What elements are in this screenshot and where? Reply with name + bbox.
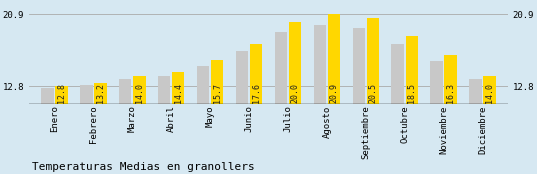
- Bar: [211, 60, 223, 174]
- Bar: [367, 18, 379, 174]
- Text: 14.4: 14.4: [173, 83, 183, 102]
- Bar: [133, 76, 146, 174]
- Bar: [314, 25, 326, 174]
- Text: 20.9: 20.9: [329, 83, 338, 102]
- Text: 20.0: 20.0: [291, 83, 300, 102]
- Bar: [483, 76, 496, 174]
- Text: 14.0: 14.0: [135, 83, 144, 102]
- Text: 16.3: 16.3: [446, 83, 455, 102]
- Text: 15.7: 15.7: [213, 83, 222, 102]
- Bar: [236, 51, 248, 174]
- Bar: [289, 22, 301, 174]
- Bar: [431, 61, 443, 174]
- Bar: [80, 85, 92, 174]
- Bar: [41, 88, 54, 174]
- Bar: [55, 86, 68, 174]
- Bar: [391, 44, 404, 174]
- Text: Temperaturas Medias en granollers: Temperaturas Medias en granollers: [32, 162, 255, 172]
- Bar: [405, 36, 418, 174]
- Text: 12.8: 12.8: [57, 83, 66, 102]
- Bar: [328, 14, 340, 174]
- Bar: [119, 79, 132, 174]
- Bar: [94, 83, 106, 174]
- Bar: [469, 79, 482, 174]
- Bar: [197, 66, 209, 174]
- Text: 13.2: 13.2: [96, 83, 105, 102]
- Bar: [158, 76, 170, 174]
- Text: 17.6: 17.6: [251, 83, 260, 102]
- Bar: [445, 55, 457, 174]
- Bar: [250, 44, 262, 174]
- Text: 18.5: 18.5: [407, 83, 416, 102]
- Bar: [275, 32, 287, 174]
- Bar: [172, 72, 184, 174]
- Text: 20.5: 20.5: [368, 83, 378, 102]
- Bar: [353, 28, 365, 174]
- Text: 14.0: 14.0: [485, 83, 494, 102]
